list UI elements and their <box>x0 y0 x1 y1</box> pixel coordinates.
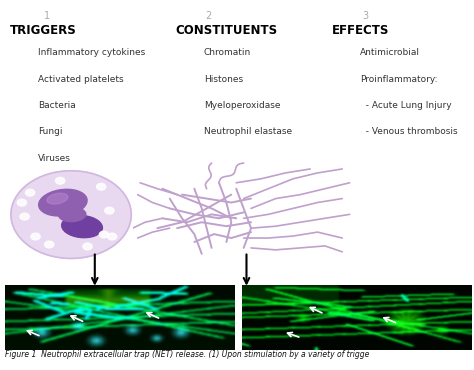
Circle shape <box>55 177 65 184</box>
Ellipse shape <box>47 193 68 204</box>
Text: Bacteria: Bacteria <box>38 101 76 110</box>
Text: Viruses: Viruses <box>38 154 71 163</box>
Text: 3: 3 <box>362 11 368 21</box>
Text: Chromatin: Chromatin <box>204 48 251 57</box>
Circle shape <box>108 233 117 240</box>
Text: 1: 1 <box>45 11 50 21</box>
Circle shape <box>105 207 114 214</box>
Text: EFFECTS: EFFECTS <box>332 24 389 37</box>
Circle shape <box>45 241 54 248</box>
Text: Histones: Histones <box>204 75 243 84</box>
Text: TRIGGERS: TRIGGERS <box>9 24 76 37</box>
Circle shape <box>26 189 35 196</box>
Circle shape <box>11 171 131 258</box>
Ellipse shape <box>62 215 102 238</box>
Ellipse shape <box>59 208 86 222</box>
Circle shape <box>97 183 106 190</box>
Text: CONSTITUENTS: CONSTITUENTS <box>175 24 277 37</box>
Text: Neutrophil elastase: Neutrophil elastase <box>204 127 292 137</box>
Text: Inflammatory cytokines: Inflammatory cytokines <box>38 48 145 57</box>
Text: Figure 1  Neutrophil extracellular trap (NET) release. (1) Upon stimulation by a: Figure 1 Neutrophil extracellular trap (… <box>5 350 369 359</box>
Circle shape <box>31 233 40 240</box>
Text: - Venous thrombosis: - Venous thrombosis <box>360 127 458 137</box>
Text: 2: 2 <box>205 11 212 21</box>
Circle shape <box>20 213 29 220</box>
Text: Antimicrobial: Antimicrobial <box>360 48 420 57</box>
Circle shape <box>99 231 109 238</box>
Text: Activated platelets: Activated platelets <box>38 75 124 84</box>
Text: Proinflammatory:: Proinflammatory: <box>360 75 438 84</box>
Text: Myeloperoxidase: Myeloperoxidase <box>204 101 280 110</box>
Circle shape <box>17 199 27 206</box>
Text: Fungi: Fungi <box>38 127 63 137</box>
Text: - Acute Lung Injury: - Acute Lung Injury <box>360 101 452 110</box>
Ellipse shape <box>39 189 87 216</box>
Circle shape <box>83 243 92 250</box>
